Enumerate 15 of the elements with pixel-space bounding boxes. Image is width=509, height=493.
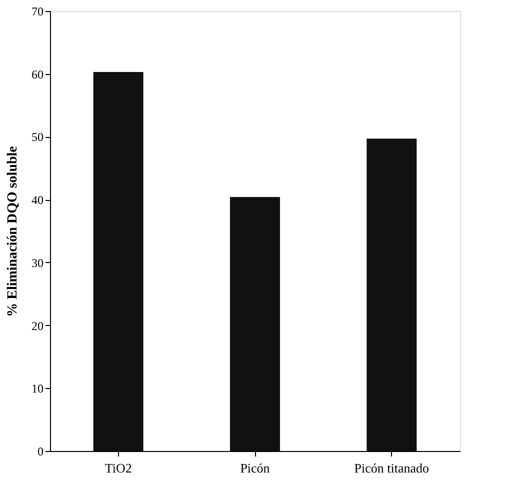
y-axis-title: % Eliminación DQO soluble: [6, 146, 20, 317]
bar: [93, 72, 144, 451]
x-tick-label: Picón titanado: [354, 460, 430, 476]
bar: [230, 197, 280, 451]
x-tick-label: Picón: [240, 460, 270, 476]
y-tick-label: 60: [32, 67, 44, 82]
y-tick-label: 20: [32, 318, 44, 333]
y-tick-label: 40: [32, 193, 44, 208]
x-tick-label: TiO2: [104, 460, 132, 476]
y-tick-label: 0: [38, 444, 44, 458]
y-tick-label: 30: [32, 256, 44, 270]
y-tick-label: 70: [32, 4, 44, 18]
bar: [366, 138, 417, 451]
y-tick-label: 50: [32, 130, 44, 144]
y-tick-label: 10: [32, 382, 44, 396]
